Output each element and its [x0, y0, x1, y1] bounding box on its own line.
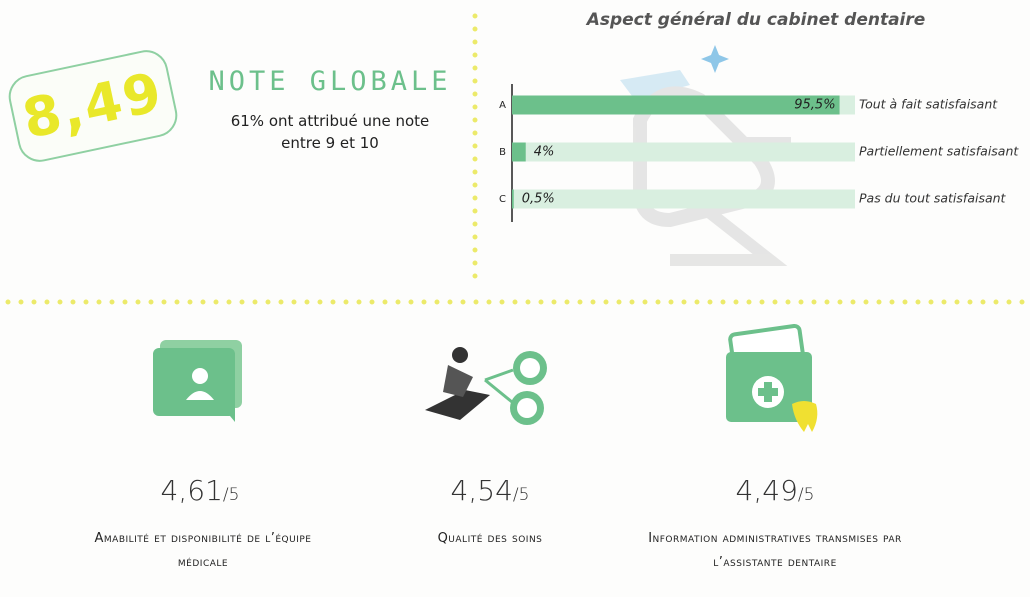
metric-score: 4,49/5	[645, 474, 905, 507]
category-label: B	[499, 147, 506, 158]
metric-scale: /5	[223, 485, 240, 505]
bar-track	[512, 190, 855, 209]
metric-scale: /5	[798, 485, 815, 505]
value-label: 95,5%	[794, 98, 835, 113]
chart: Aspect général du cabinet dentaire 95,5%…	[0, 0, 1030, 300]
value-label: 0,5%	[522, 192, 555, 207]
metric-label: Information administratives transmises p…	[640, 527, 910, 575]
metric-value: 4,49	[736, 474, 798, 507]
folder-icon	[726, 325, 817, 432]
metric-label: Qualité des soins	[355, 527, 625, 551]
bar	[512, 96, 840, 115]
metric-value: 4,54	[451, 474, 513, 507]
bar-track	[512, 143, 855, 162]
bar	[512, 190, 514, 209]
bar	[512, 143, 526, 162]
category-label: C	[499, 194, 506, 205]
metric-value: 4,61	[161, 474, 223, 507]
staff-icon	[153, 340, 242, 422]
metric-label: Amabilité et disponibilité de l’équipe m…	[68, 527, 338, 575]
metric-scale: /5	[513, 485, 530, 505]
category-description: Pas du tout satisfaisant	[859, 191, 1007, 206]
category-description: Partiellement satisfaisant	[859, 144, 1019, 159]
metric-score: 4,61/5	[70, 474, 330, 507]
value-label: 4%	[534, 145, 555, 160]
chart-title: Aspect général du cabinet dentaire	[585, 10, 926, 30]
metric-score: 4,54/5	[360, 474, 620, 507]
dentist-icon	[425, 347, 547, 425]
category-description: Tout à fait satisfaisant	[859, 97, 998, 112]
page: 8,49 NOTE GLOBALE 61% ont attribué une n…	[0, 0, 1030, 597]
category-label: A	[499, 100, 506, 111]
